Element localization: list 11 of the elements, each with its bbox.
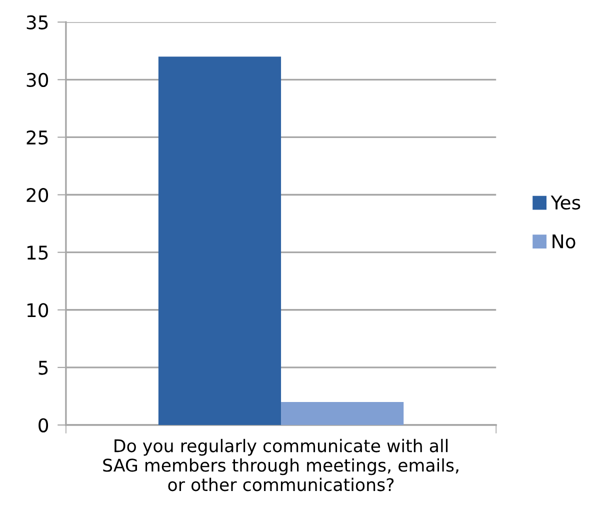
y-tick-label: 25 — [26, 130, 48, 145]
legend-label: No — [552, 234, 576, 248]
legend-label: Yes — [550, 196, 580, 210]
y-tick-label: 35 — [26, 15, 48, 30]
y-tick-label: 0 — [38, 418, 48, 432]
y-tick-label: 5 — [38, 360, 48, 375]
y-tick-label: 10 — [27, 303, 48, 318]
y-tick-label: 20 — [26, 188, 48, 202]
y-tick-label: 15 — [27, 246, 48, 260]
x-tick-label: Do you regularly communicate with all SAG members through meetings, emails, or other communications? — [103, 438, 458, 492]
y-tick-label: 30 — [26, 72, 48, 88]
